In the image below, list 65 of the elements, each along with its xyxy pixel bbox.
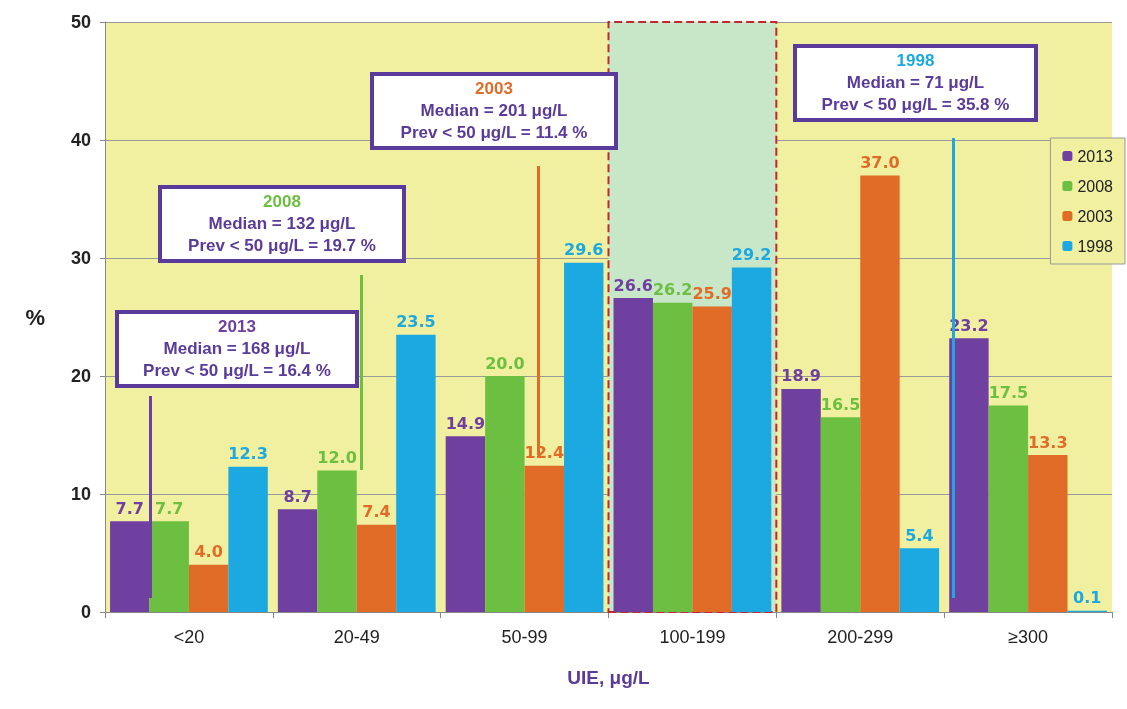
bar (860, 175, 900, 612)
bar (277, 509, 318, 612)
bar (188, 564, 229, 612)
data-label: 7.7 (115, 498, 144, 518)
annotation: 2003 Median = 201 μg/L Prev < 50 μg/L = 11.4 % (399, 78, 589, 144)
bar (613, 298, 653, 612)
y-tick-label: 30 (70, 248, 91, 268)
data-label: 16.5 (820, 394, 861, 414)
bar (356, 524, 397, 612)
data-label: 26.6 (613, 275, 653, 295)
data-label: 7.7 (155, 498, 184, 518)
legend-label: 2013 (1077, 147, 1114, 165)
x-tick-label: 20-49 (333, 627, 380, 647)
data-label: 20.0 (485, 353, 525, 373)
data-label: 12.3 (228, 444, 268, 464)
bar (899, 548, 940, 612)
bar (228, 466, 268, 612)
data-label: 5.4 (905, 525, 934, 545)
x-axis-title: UIE, μg/L (567, 667, 651, 688)
y-tick-label: 0 (80, 602, 91, 622)
x-tick-label: 50-99 (501, 627, 548, 647)
data-label: 37.0 (860, 152, 900, 172)
data-label: 0.1 (1073, 588, 1102, 608)
bar (396, 334, 436, 612)
y-axis-title: % (25, 304, 45, 330)
bar (731, 267, 772, 612)
bar (445, 436, 486, 612)
bar (524, 465, 565, 612)
y-tick-label: 20 (70, 366, 91, 386)
x-tick-label: <20 (173, 627, 205, 647)
y-tick-label: 40 (70, 130, 91, 150)
data-label: 7.4 (362, 502, 391, 522)
data-label: 12.4 (524, 443, 565, 463)
bar (781, 388, 821, 612)
legend-label: 2003 (1077, 207, 1114, 225)
bar (988, 405, 1029, 612)
x-tick-label: ≥300 (1008, 627, 1049, 647)
bar (820, 417, 861, 612)
y-tick-label: 50 (70, 12, 91, 32)
bar (485, 376, 525, 612)
data-label: 8.7 (283, 486, 312, 506)
bar (564, 262, 604, 612)
x-tick-label: 100-199 (659, 627, 726, 647)
data-label: 12.0 (317, 447, 357, 467)
data-label: 18.9 (781, 366, 821, 386)
bar (692, 306, 732, 612)
x-tick-label: 200-299 (827, 627, 894, 647)
y-tick-label: 10 (70, 484, 91, 504)
data-label: 26.2 (652, 280, 693, 300)
data-label: 25.9 (692, 283, 732, 303)
legend-label: 2008 (1077, 177, 1114, 195)
annotation: 1998 Median = 71 μg/L Prev < 50 μg/L = 35.8 % (820, 50, 1011, 116)
data-label: 29.2 (731, 244, 772, 264)
legend-label: 1998 (1077, 237, 1114, 255)
data-label: 17.5 (988, 383, 1029, 402)
data-label: 29.6 (564, 240, 604, 260)
data-label: 4.0 (194, 542, 223, 562)
annotation: 2008 Median = 132 μg/L Prev < 50 μg/L = 19.7 % (187, 191, 377, 257)
bar (1028, 455, 1068, 612)
data-label: 14.9 (445, 413, 486, 433)
data-label: 23.5 (396, 312, 436, 332)
data-label: 13.3 (1028, 432, 1068, 452)
bar (652, 302, 693, 612)
bar (317, 470, 357, 612)
annotation: 2013 Median = 168 μg/L Prev < 50 μg/L = 16.4 % (142, 316, 332, 382)
